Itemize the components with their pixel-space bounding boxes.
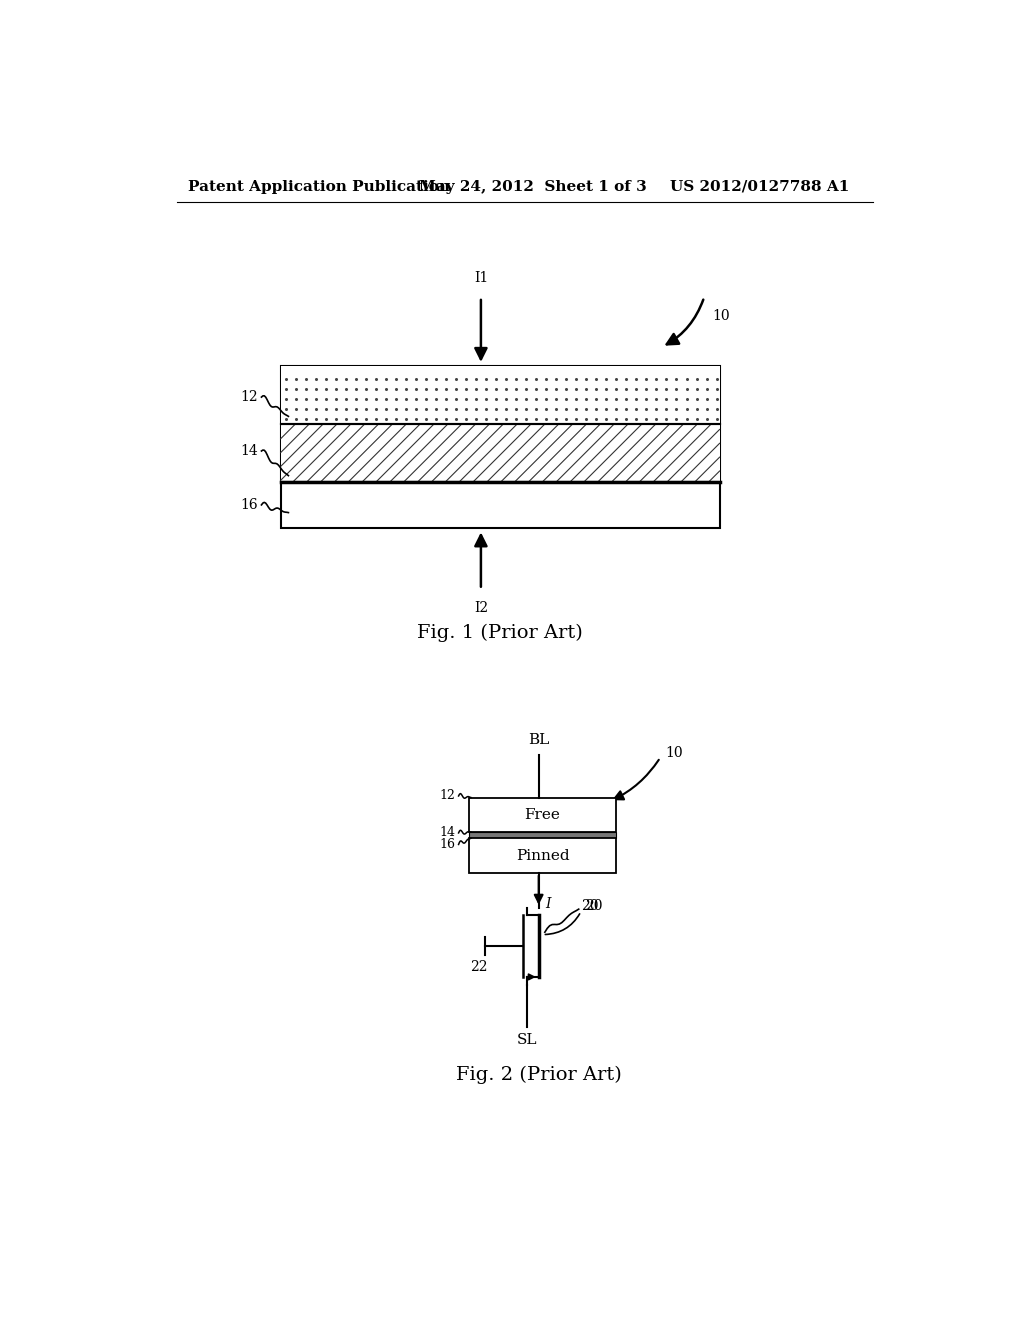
Text: I1: I1 [474,272,488,285]
Text: 16: 16 [240,498,258,512]
Text: 20: 20 [585,899,602,913]
Text: Pinned: Pinned [516,849,569,863]
Text: 10: 10 [712,309,729,323]
Text: 22: 22 [470,960,487,974]
Text: 10: 10 [666,746,683,760]
Bar [281,366,720,528]
Bar [469,797,615,832]
Text: 12: 12 [439,789,456,803]
Text: 12: 12 [240,391,258,404]
Text: 16: 16 [439,838,456,851]
Text: 14: 14 [240,444,258,458]
Text: US 2012/0127788 A1: US 2012/0127788 A1 [670,180,849,194]
Text: 20: 20 [581,899,598,913]
Bar [469,832,615,838]
Text: I2: I2 [474,601,488,615]
Text: Fig. 1 (Prior Art): Fig. 1 (Prior Art) [418,624,583,643]
Text: I: I [545,896,550,911]
Bar [281,424,720,482]
Bar [281,367,720,424]
Text: Fig. 2 (Prior Art): Fig. 2 (Prior Art) [456,1065,622,1084]
Text: Patent Application Publication: Patent Application Publication [188,180,451,194]
Text: May 24, 2012  Sheet 1 of 3: May 24, 2012 Sheet 1 of 3 [419,180,647,194]
Text: 14: 14 [439,826,456,840]
Bar [469,838,615,873]
Text: Free: Free [524,808,560,822]
Text: BL: BL [528,734,549,747]
Text: SL: SL [517,1034,538,1047]
